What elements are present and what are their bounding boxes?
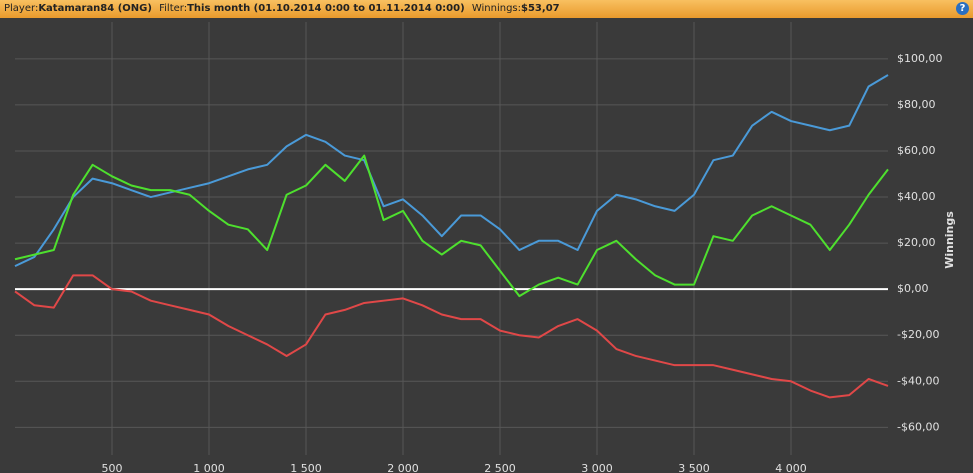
chart: Winnings -$60,00 -$40,00 -$20,00 $0,00 $20,0… [0,18,973,473]
x-tick-label: 1 500 [290,462,322,473]
header: Player:Katamaran84 (ONG) Filter:This mon… [0,0,973,18]
y-tick-label: $80,00 [897,98,936,111]
x-tick-label: 3 000 [581,462,613,473]
x-tick-label: 4 000 [775,462,807,473]
label: Filter: [159,3,188,14]
player: Katamaran84 (ONG) [38,3,152,14]
y-tick-label: -$20,00 [897,328,939,341]
y-tick-label: $100,00 [897,52,943,65]
y-tick-label: $60,00 [897,144,936,157]
y-tick-label: -$40,00 [897,374,939,387]
x-tick-label: 500 [102,462,123,473]
filter: This month (01.10.2014 0:00 to 01.11.201… [187,3,465,14]
series-line [14,274,889,399]
help-button[interactable]: ? [956,2,969,15]
x-tick-label: 2 000 [387,462,419,473]
label: Winnings: [471,3,522,14]
series-line [14,154,889,298]
x-tick-label: 3 500 [678,462,710,473]
x-tick-label: 1 000 [193,462,225,473]
winnings: $53,07 [521,3,560,14]
series-line [14,74,889,268]
y-axis-title: Winnings [943,211,956,269]
y-tick-label: $20,00 [897,236,936,249]
y-tick-label: $0,00 [897,282,929,295]
x-tick-label: 2 500 [484,462,516,473]
y-tick-label: -$60,00 [897,420,939,433]
y-tick-label: $40,00 [897,190,936,203]
label: Player: [4,3,39,14]
chart-background [0,18,973,473]
